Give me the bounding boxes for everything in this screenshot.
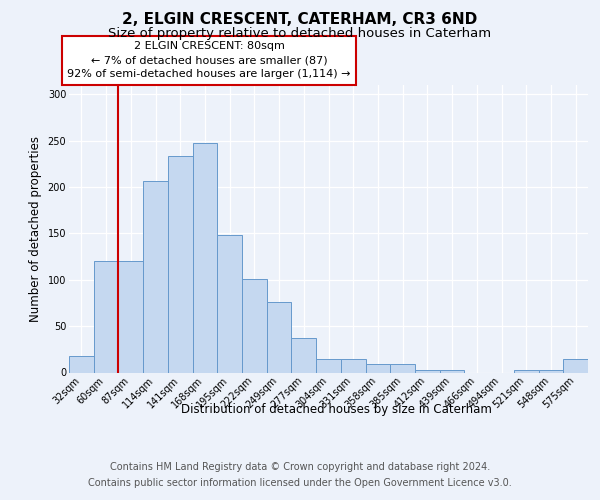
Text: Contains public sector information licensed under the Open Government Licence v3: Contains public sector information licen…	[88, 478, 512, 488]
Text: Contains HM Land Registry data © Crown copyright and database right 2024.: Contains HM Land Registry data © Crown c…	[110, 462, 490, 472]
Bar	[94, 261, 118, 372]
Bar	[118, 261, 143, 372]
Bar	[390, 364, 415, 372]
Text: 2, ELGIN CRESCENT, CATERHAM, CR3 6ND: 2, ELGIN CRESCENT, CATERHAM, CR3 6ND	[122, 12, 478, 28]
Bar	[316, 358, 341, 372]
Bar	[440, 370, 464, 372]
Bar	[168, 156, 193, 372]
Bar	[415, 370, 440, 372]
Bar	[143, 180, 168, 372]
Bar	[563, 358, 588, 372]
Bar	[292, 338, 316, 372]
Bar	[341, 358, 365, 372]
Bar	[193, 142, 217, 372]
Text: Distribution of detached houses by size in Caterham: Distribution of detached houses by size …	[181, 402, 491, 415]
Bar	[267, 302, 292, 372]
Bar	[514, 370, 539, 372]
Bar	[539, 370, 563, 372]
Bar	[242, 279, 267, 372]
Bar	[217, 235, 242, 372]
Text: Size of property relative to detached houses in Caterham: Size of property relative to detached ho…	[109, 28, 491, 40]
Text: 2 ELGIN CRESCENT: 80sqm
← 7% of detached houses are smaller (87)
92% of semi-det: 2 ELGIN CRESCENT: 80sqm ← 7% of detached…	[67, 42, 351, 79]
Y-axis label: Number of detached properties: Number of detached properties	[29, 136, 42, 322]
Bar	[69, 356, 94, 372]
Bar	[365, 364, 390, 372]
